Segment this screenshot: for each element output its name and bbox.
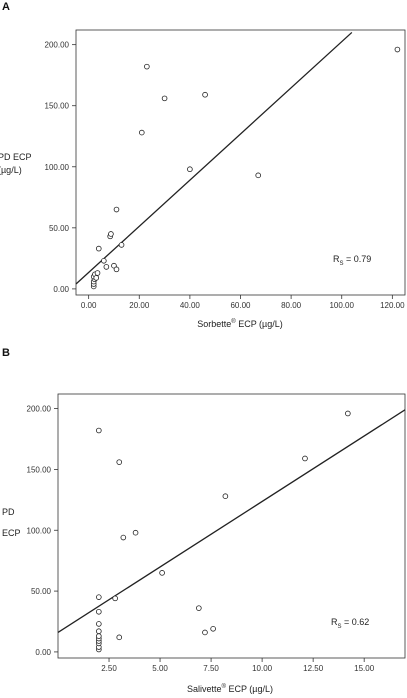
panel-a-xlabel: Sorbette® ECP (µg/L)	[197, 318, 283, 329]
panel-b-x-tick-label: 12.50	[303, 664, 324, 673]
panel-b-ylabel-line-2: ECP	[2, 528, 21, 538]
panel-a-data-point	[93, 275, 100, 281]
panel-b-y-tick-label: 100.00	[27, 526, 52, 535]
panel-b-data-point	[116, 634, 123, 641]
panel-b-data-point	[96, 594, 102, 600]
panel-b-data-point	[132, 529, 139, 536]
panel-a: A 0.00 50.00 100.00 150.00 200.00 0.00 20.00 4…	[0, 1, 406, 329]
panel-a-y-tick-label: 100.00	[45, 163, 70, 172]
panel-a-x-tick-label: 60.00	[230, 301, 251, 310]
panel-b-xlabel-pre: Salivette	[187, 684, 222, 694]
panel-a-x-tick-label: 120.00	[380, 301, 405, 310]
panel-a-rs-pre: R	[333, 254, 340, 264]
panel-a-data-point	[161, 95, 168, 102]
panel-b-y-tick-label: 150.00	[27, 465, 52, 474]
panel-b-y-tick-label: 50.00	[31, 587, 52, 596]
panel-b-data-point	[302, 455, 308, 462]
panel-b-data-point	[112, 595, 118, 602]
panel-b-plot-frame	[57, 393, 406, 659]
panel-b-data-point	[196, 605, 202, 611]
panel-b-xlabel: Salivette® ECP (µg/L)	[187, 683, 273, 694]
panel-a-rs-sub: S	[340, 261, 344, 267]
panel-a-y-tick-label: 50.00	[49, 224, 70, 233]
panel-a-y-tick-label: 200.00	[45, 41, 70, 50]
panel-a-data-point	[139, 129, 145, 136]
panel-a-x-ticks: 0.00 20.00 40.00 60.00 80.00 100.00 120.00	[81, 295, 405, 310]
panel-a-x-tick-label: 0.00	[81, 301, 97, 310]
panel-b-label: B	[2, 347, 10, 359]
panel-a-ylabel-line-2: (µg/L)	[0, 165, 22, 175]
panel-a-xlabel-sup: ®	[231, 318, 236, 325]
panel-a-ylabel-line-1: PD ECP	[0, 152, 32, 162]
panel-a-x-tick-label: 100.00	[329, 301, 354, 310]
panel-a-data-point	[118, 242, 125, 248]
panel-a-regression-line	[75, 31, 353, 285]
panel-b-data-point	[96, 608, 102, 615]
panel-b-data-point	[345, 410, 351, 417]
panel-a-y-tick-label: 150.00	[45, 102, 70, 111]
panel-a-data-point	[113, 206, 120, 213]
panel-a-data-point	[108, 231, 114, 237]
panel-b-y-tick-label: 0.00	[35, 648, 51, 657]
panel-a-x-tick-label: 20.00	[129, 301, 150, 310]
panel-b-y-ticks: 0.00 50.00 100.00 150.00 200.00	[27, 405, 58, 657]
panel-b-data-point	[116, 459, 123, 465]
panel-a-data-point	[144, 63, 150, 70]
panel-a-rs-annotation: RS = 0.79	[333, 254, 371, 267]
panel-a-data-point	[101, 258, 107, 264]
panel-a-data-point	[95, 245, 102, 252]
panel-b-xlabel-sup: ®	[222, 683, 227, 690]
panel-a-data-point	[187, 166, 193, 173]
panel-b: B 0.00 50.00 100.00 150.00 200.00 2.50 5.00 7.…	[2, 347, 406, 694]
panel-a-data-point	[111, 262, 117, 269]
panel-b-x-tick-label: 5.00	[152, 664, 168, 673]
panel-b-rs-annotation: RS = 0.62	[331, 617, 369, 630]
panel-a-x-tick-label: 80.00	[281, 301, 302, 310]
panel-b-x-tick-label: 10.00	[252, 664, 273, 673]
panel-b-data-point	[159, 570, 165, 576]
panel-b-x-tick-label: 7.50	[203, 664, 219, 673]
panel-a-x-tick-label: 40.00	[180, 301, 201, 310]
panel-b-data-point	[120, 534, 127, 541]
panel-b-data-point	[96, 427, 102, 434]
panel-a-data-point	[394, 46, 401, 53]
panel-b-points	[96, 410, 351, 653]
panel-b-rs-post: = 0.62	[342, 617, 370, 627]
panel-b-y-tick-label: 200.00	[27, 405, 52, 414]
panel-a-y-ticks: 0.00 50.00 100.00 150.00 200.00	[45, 41, 76, 294]
panel-b-data-point	[222, 493, 229, 499]
panel-a-data-point	[255, 172, 262, 179]
panel-b-data-point	[210, 626, 216, 632]
panel-b-data-point	[96, 628, 102, 635]
panel-a-label: A	[2, 1, 10, 13]
panel-a-y-tick-label: 0.00	[53, 285, 69, 294]
panel-a-data-point	[113, 266, 120, 273]
panel-a-xlabel-post: ECP (µg/L)	[236, 319, 283, 329]
panel-b-rs-sub: S	[338, 624, 342, 630]
panel-a-data-point	[103, 264, 110, 270]
panel-b-ylabel-line-1: PD	[2, 507, 15, 517]
panel-b-x-ticks: 2.50 5.00 7.50 10.00 12.50 15.00	[101, 658, 375, 673]
panel-a-data-point	[94, 270, 101, 276]
panel-a-xlabel-pre: Sorbette	[197, 319, 231, 329]
panel-a-rs-post: = 0.79	[344, 254, 372, 264]
panel-b-data-point	[96, 633, 102, 639]
panel-b-x-tick-label: 15.00	[354, 664, 375, 673]
panel-b-x-tick-label: 2.50	[101, 664, 117, 673]
panel-b-xlabel-post: ECP (µg/L)	[226, 684, 273, 694]
panel-a-points	[90, 46, 401, 290]
panel-a-data-point	[202, 91, 208, 98]
panel-b-rs-pre: R	[331, 617, 338, 627]
panel-b-data-point	[202, 629, 208, 636]
panel-b-data-point	[96, 621, 102, 627]
panel-b-regression-line	[57, 409, 406, 633]
